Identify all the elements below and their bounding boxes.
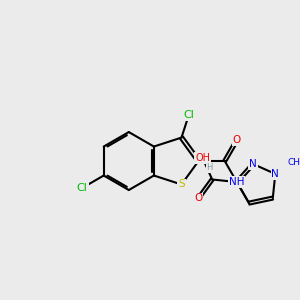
Text: NH: NH <box>229 177 244 187</box>
Text: N: N <box>272 169 279 179</box>
Text: CH₃: CH₃ <box>287 158 300 167</box>
Text: OH: OH <box>195 153 210 163</box>
Text: O: O <box>194 194 202 203</box>
Text: Cl: Cl <box>77 183 88 193</box>
Text: Cl: Cl <box>183 110 194 120</box>
Text: S: S <box>178 179 185 190</box>
Text: O: O <box>233 135 241 145</box>
Text: H: H <box>206 163 213 172</box>
Text: N: N <box>249 159 257 169</box>
